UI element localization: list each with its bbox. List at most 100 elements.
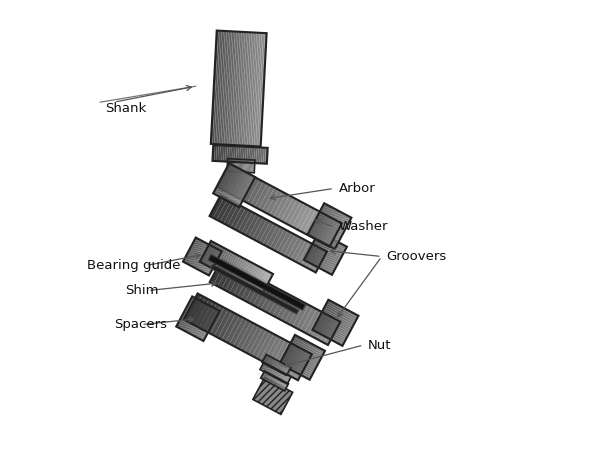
- Polygon shape: [239, 32, 247, 145]
- Polygon shape: [269, 358, 274, 367]
- Polygon shape: [304, 348, 320, 377]
- Polygon shape: [187, 240, 201, 264]
- Polygon shape: [287, 339, 304, 369]
- Polygon shape: [328, 244, 343, 273]
- Polygon shape: [330, 246, 346, 274]
- Polygon shape: [296, 305, 313, 331]
- Polygon shape: [276, 362, 281, 370]
- Polygon shape: [256, 220, 270, 242]
- Polygon shape: [328, 308, 346, 339]
- Polygon shape: [337, 313, 355, 344]
- Polygon shape: [295, 343, 311, 372]
- Polygon shape: [214, 31, 222, 144]
- Polygon shape: [214, 261, 230, 286]
- Polygon shape: [198, 308, 215, 339]
- Polygon shape: [284, 366, 289, 375]
- Polygon shape: [187, 239, 200, 264]
- Polygon shape: [277, 362, 282, 371]
- Polygon shape: [269, 290, 285, 316]
- Polygon shape: [208, 245, 221, 267]
- Polygon shape: [325, 243, 341, 272]
- Polygon shape: [185, 239, 199, 263]
- Polygon shape: [206, 244, 219, 266]
- Polygon shape: [199, 301, 217, 330]
- Polygon shape: [266, 357, 271, 365]
- Polygon shape: [249, 280, 265, 305]
- Polygon shape: [226, 267, 242, 292]
- Text: Nut: Nut: [368, 339, 392, 351]
- Polygon shape: [277, 371, 282, 379]
- Polygon shape: [287, 237, 302, 259]
- Polygon shape: [242, 32, 250, 146]
- Polygon shape: [237, 159, 239, 172]
- Polygon shape: [217, 250, 230, 271]
- Polygon shape: [281, 296, 297, 322]
- Polygon shape: [266, 366, 271, 373]
- Polygon shape: [287, 339, 303, 368]
- Polygon shape: [322, 211, 340, 243]
- Polygon shape: [317, 302, 334, 333]
- Polygon shape: [210, 259, 226, 284]
- Polygon shape: [245, 160, 247, 173]
- Polygon shape: [311, 205, 329, 237]
- Polygon shape: [234, 146, 237, 162]
- Polygon shape: [201, 247, 215, 272]
- Polygon shape: [269, 192, 286, 217]
- Polygon shape: [188, 240, 202, 265]
- Polygon shape: [193, 243, 207, 267]
- Polygon shape: [332, 311, 349, 341]
- Polygon shape: [262, 363, 266, 371]
- Polygon shape: [278, 363, 283, 371]
- Polygon shape: [265, 148, 268, 164]
- Polygon shape: [182, 299, 199, 330]
- Polygon shape: [256, 33, 263, 146]
- Polygon shape: [247, 33, 255, 146]
- Polygon shape: [302, 347, 319, 376]
- Polygon shape: [292, 303, 309, 328]
- Polygon shape: [312, 313, 329, 339]
- Polygon shape: [272, 360, 278, 369]
- Polygon shape: [322, 305, 338, 335]
- Polygon shape: [284, 375, 289, 383]
- Polygon shape: [208, 255, 305, 310]
- Polygon shape: [290, 340, 306, 370]
- Polygon shape: [216, 31, 223, 144]
- Polygon shape: [226, 170, 243, 201]
- Polygon shape: [304, 232, 320, 261]
- Polygon shape: [203, 311, 220, 341]
- Polygon shape: [228, 159, 230, 172]
- Polygon shape: [208, 251, 222, 276]
- Polygon shape: [206, 250, 220, 275]
- Polygon shape: [265, 288, 281, 314]
- Polygon shape: [229, 146, 232, 162]
- Polygon shape: [281, 382, 286, 390]
- Polygon shape: [335, 312, 352, 343]
- Polygon shape: [232, 32, 240, 145]
- Polygon shape: [221, 31, 229, 144]
- Polygon shape: [234, 32, 242, 145]
- Polygon shape: [221, 265, 238, 291]
- Polygon shape: [312, 250, 327, 272]
- Polygon shape: [229, 172, 245, 202]
- Polygon shape: [301, 307, 317, 332]
- Polygon shape: [222, 168, 239, 198]
- Polygon shape: [310, 204, 327, 236]
- Polygon shape: [293, 342, 309, 371]
- Polygon shape: [293, 342, 310, 372]
- Polygon shape: [324, 320, 340, 345]
- Polygon shape: [197, 307, 214, 338]
- Polygon shape: [282, 382, 287, 390]
- Polygon shape: [253, 160, 254, 173]
- Polygon shape: [282, 374, 286, 382]
- Polygon shape: [299, 345, 316, 375]
- Polygon shape: [314, 216, 331, 241]
- Polygon shape: [253, 147, 255, 163]
- Polygon shape: [200, 247, 214, 271]
- Polygon shape: [261, 363, 266, 370]
- Polygon shape: [311, 213, 327, 239]
- Polygon shape: [186, 302, 203, 332]
- Text: Washer: Washer: [338, 221, 388, 233]
- Polygon shape: [235, 159, 237, 172]
- Polygon shape: [218, 263, 234, 288]
- Polygon shape: [314, 237, 330, 266]
